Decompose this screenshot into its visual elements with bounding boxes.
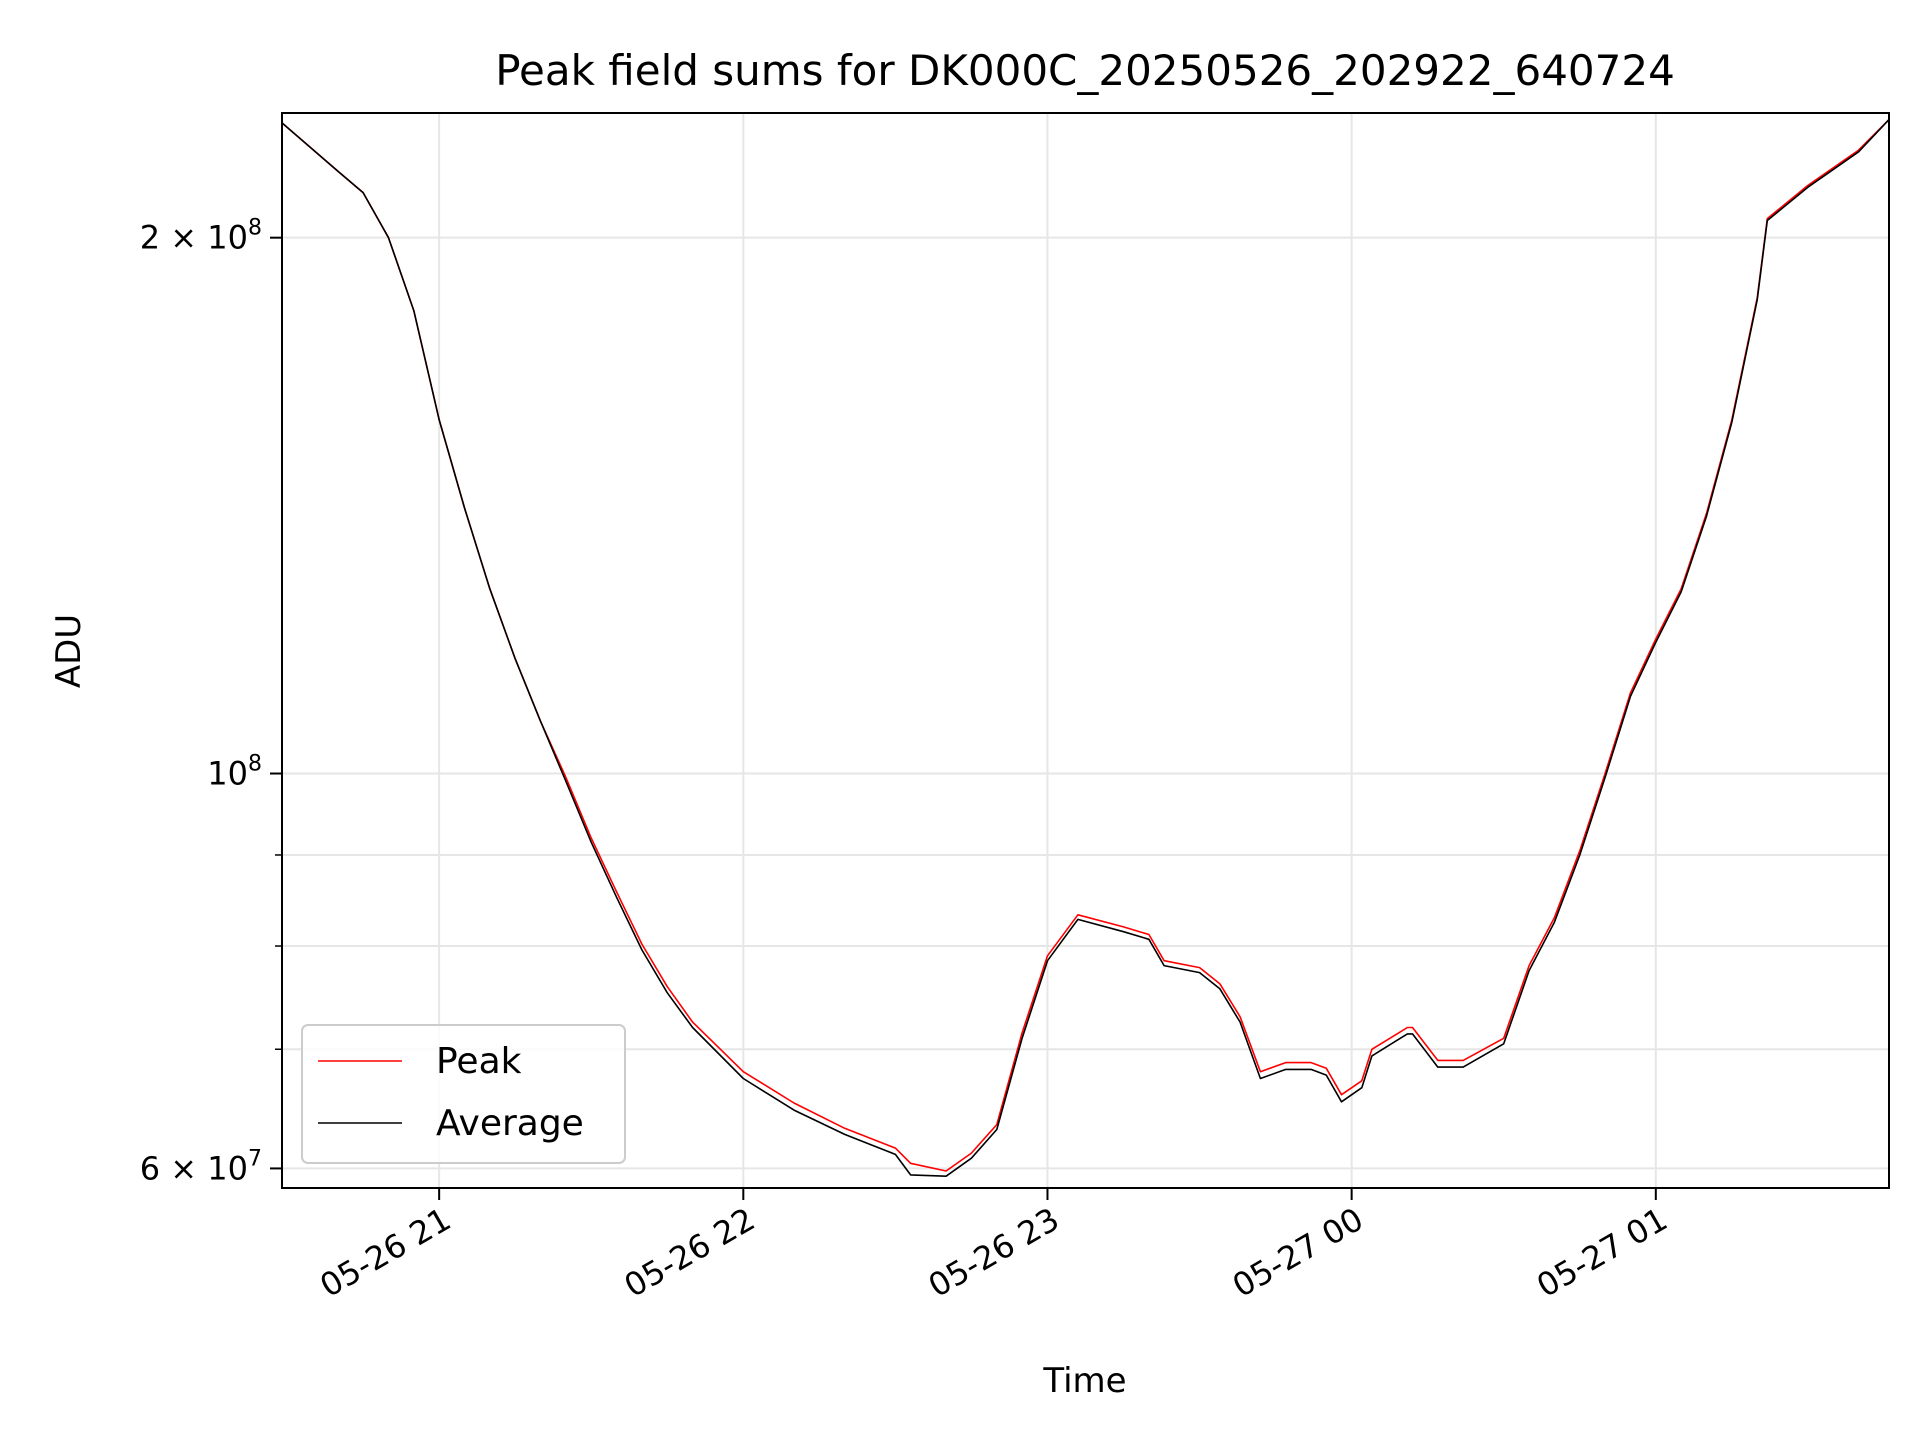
legend-label-peak: Peak (436, 1041, 522, 1082)
series-line-peak (281, 119, 1890, 1172)
x-axis-label: Time (1042, 1361, 1126, 1401)
legend-box (301, 1024, 626, 1164)
y-axis-label: ADU (49, 614, 89, 688)
plot-frame (281, 112, 1890, 1189)
y-tick-label: 2 × 108 (140, 216, 262, 257)
series-line-average (281, 119, 1890, 1177)
plot-lines (281, 119, 1890, 1177)
y-tick-label: 6 × 107 (140, 1146, 262, 1187)
legend-label-average: Average (436, 1103, 584, 1144)
chart-title: Peak field sums for DK000C_20250526_2029… (495, 46, 1675, 95)
legend: Peak Average (301, 1024, 626, 1164)
